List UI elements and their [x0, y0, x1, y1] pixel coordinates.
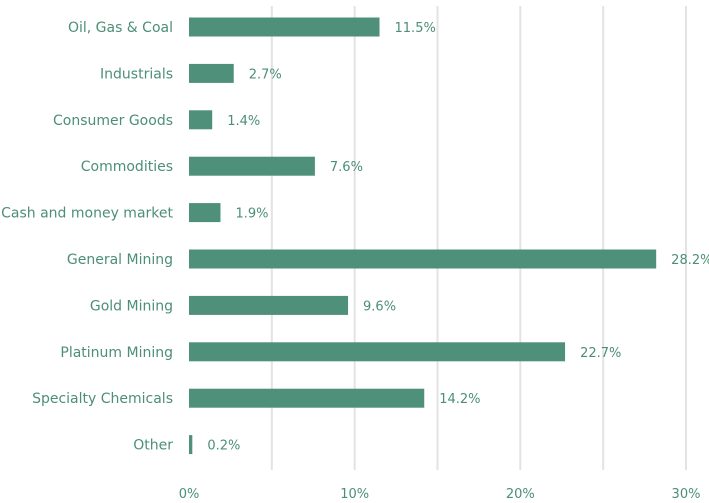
category-label: Other: [133, 438, 173, 454]
category-label: Gold Mining: [90, 298, 173, 314]
bar: [189, 295, 349, 315]
x-tick-label: 30%: [672, 487, 701, 502]
bar: [189, 342, 566, 362]
bar: [189, 17, 380, 37]
category-label: Commodities: [81, 159, 173, 175]
value-label: 14.2%: [439, 392, 480, 407]
category-label: Cash and money market: [1, 206, 173, 222]
value-label: 9.6%: [363, 299, 396, 314]
bar: [189, 388, 425, 408]
bar: [189, 249, 657, 269]
category-label: Oil, Gas & Coal: [68, 20, 173, 36]
value-label: 1.4%: [227, 114, 260, 129]
category-labels: Oil, Gas & Coal Industrials Consumer Goods…: [1, 20, 173, 454]
category-label: General Mining: [67, 252, 173, 268]
value-label: 28.2%: [671, 253, 709, 268]
x-tick-label: 0%: [179, 487, 200, 502]
category-label: Industrials: [100, 66, 173, 82]
value-labels: 11.5% 2.7% 1.4% 7.6% 1.9% 28.2% 9.6% 22.7% 14.2%…: [207, 21, 709, 454]
value-label: 1.9%: [235, 207, 268, 222]
value-label: 22.7%: [580, 346, 621, 361]
value-label: 11.5%: [395, 21, 436, 36]
bar: [189, 110, 213, 130]
x-axis-ticks: 0% 10% 20% 30%: [179, 487, 701, 502]
category-label: Specialty Chemicals: [32, 391, 173, 407]
value-label: 0.2%: [207, 439, 240, 454]
bar: [189, 203, 221, 223]
category-label: Consumer Goods: [53, 113, 173, 129]
bars: [189, 17, 657, 455]
bar: [189, 63, 234, 83]
x-tick-label: 20%: [506, 487, 535, 502]
value-label: 7.6%: [330, 160, 363, 175]
bar: [189, 156, 315, 176]
category-label: Platinum Mining: [60, 345, 173, 361]
x-tick-label: 10%: [340, 487, 369, 502]
value-label: 2.7%: [249, 67, 282, 82]
bar: [189, 435, 193, 455]
